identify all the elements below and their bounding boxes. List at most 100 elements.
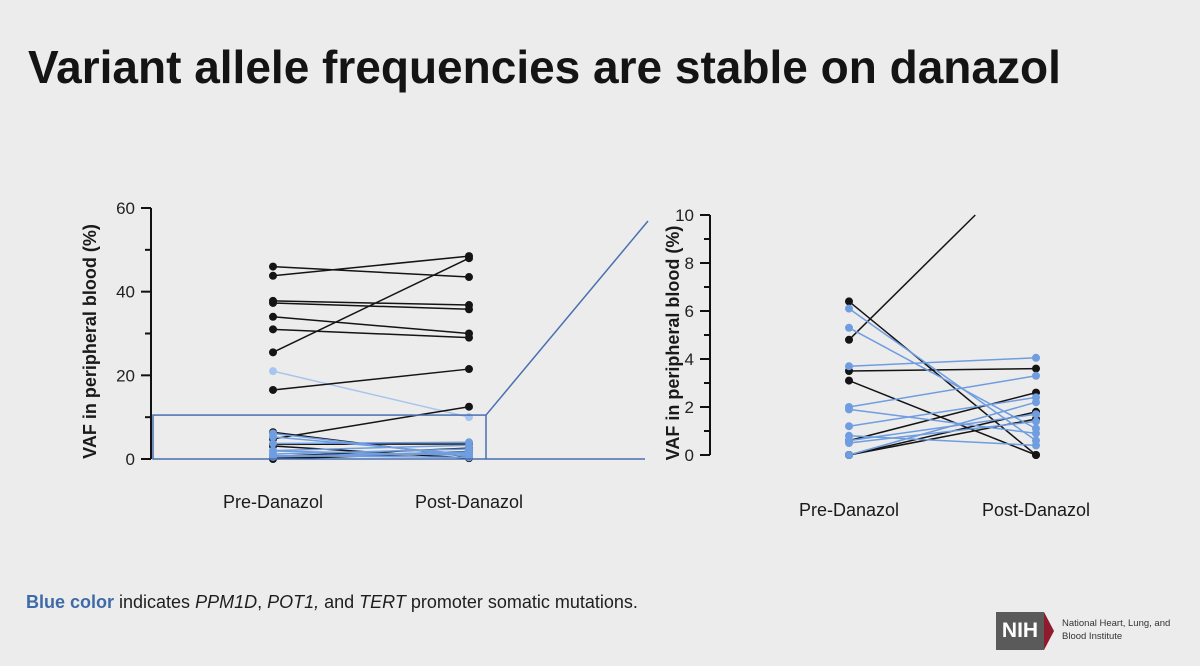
left-series-line [272,265,470,278]
right-point-post [1032,364,1040,373]
footnote-gene-3: TERT [359,592,406,612]
left-point-post [465,305,473,314]
left-series-line [272,448,470,455]
left-y-tick-label: 40 [116,283,135,302]
footnote-text-1: indicates [114,592,196,612]
left-point-pre [269,312,277,321]
left-series-line [272,300,470,306]
left-point-pre [269,262,277,271]
right-series-line [848,435,1037,447]
left-series-line [272,444,470,452]
left-y-tick-label: 60 [116,199,135,218]
left-series-line [272,450,470,456]
zoom-box [152,414,487,460]
right-series-line [848,413,1037,442]
right-series-line [848,408,1037,435]
right-point-post [1032,410,1040,419]
left-point-pre [269,348,277,357]
right-point-pre [845,362,853,371]
left-y-tick-label: 20 [116,366,135,385]
left-series-line [272,257,470,354]
slide-title: Variant allele frequencies are stable on… [28,41,1061,93]
right-point-pre [845,335,853,344]
right-series-line [848,367,1037,372]
right-series-line [848,391,1037,442]
left-point-post [465,333,473,342]
footnote-gene-2: POT1, [267,592,320,612]
right-point-pre [845,304,853,313]
left-point-pre [269,298,277,307]
right-point-pre [845,297,853,306]
right-point-post [1032,451,1040,459]
right-point-post [1032,353,1040,362]
left-series-line [272,436,470,456]
left-point-pre [269,271,277,280]
left-point-pre [269,367,277,376]
left-category-label: Post-Danazol [415,492,523,512]
right-series-line [848,214,976,341]
left-point-post [465,273,473,282]
left-point-post [465,365,473,374]
left-series-line [272,370,470,418]
nih-institute-name: National Heart, Lung, and Blood Institut… [1062,618,1171,642]
right-y-tick-label: 6 [685,302,694,321]
left-point-pre [269,325,277,334]
right-point-pre [845,451,853,459]
right-series-line [848,379,1037,456]
right-y-axis-label: VAF in peripheral blood (%) [663,226,683,461]
footnote-text-4: promoter somatic mutations. [405,592,638,612]
left-series-line [272,316,470,335]
left-y-axis-label: VAF in peripheral blood (%) [80,224,100,459]
footnote-highlight: Blue color [26,592,115,612]
right-y-tick-label: 2 [685,398,694,417]
right-category-label: Post-Danazol [982,500,1090,520]
footnote-text-2: , [257,592,268,612]
right-point-post [1032,398,1040,407]
right-point-post [1032,441,1040,450]
right-point-pre [845,439,853,447]
right-y-tick-label: 10 [675,206,694,225]
left-series-line [272,441,470,445]
right-series-line [848,420,1037,444]
left-series-line [272,452,470,458]
right-category-label: Pre-Danazol [799,500,899,520]
left-series-line [272,328,470,339]
left-series-line [272,368,470,391]
right-series-line [848,357,1037,367]
right-point-pre [845,323,853,332]
right-series-line [848,327,1037,430]
nih-logo-mark: NIH [996,612,1044,650]
right-series-line [848,401,1037,456]
right-series-line [848,375,1037,408]
left-point-post [465,449,473,458]
footnote-text-3: and [319,592,360,612]
left-point-post [465,402,473,411]
chart-full-range: 0 20 40 60 VAF in peripheral blood (%) Pre-Da… [80,199,523,512]
footnote: Blue color indicates PPM1D, POT1, and TE… [26,592,638,613]
right-point-post [1032,417,1040,426]
left-category-label: Pre-Danazol [223,492,323,512]
footnote-gene-1: PPM1D [195,592,258,612]
nih-chevron-icon [1044,612,1054,650]
right-point-pre [845,376,853,385]
right-y-tick-label: 0 [685,446,694,465]
left-point-pre [269,432,277,441]
left-series-line [272,302,470,310]
right-y-tick-label: 8 [685,254,694,273]
left-point-post [465,254,473,263]
right-series-line [848,396,1037,427]
right-point-post [1032,371,1040,380]
right-y-tick-label: 4 [685,350,694,369]
left-series-line [272,405,470,440]
right-point-pre [845,405,853,414]
zoom-connector-line [485,220,649,416]
left-point-pre [269,385,277,394]
left-y-tick-label: 0 [126,450,135,469]
left-series-line [272,255,470,277]
zoom-connector [152,220,649,460]
right-point-pre [845,422,853,431]
left-point-pre [269,439,277,448]
right-point-post [1032,429,1040,438]
